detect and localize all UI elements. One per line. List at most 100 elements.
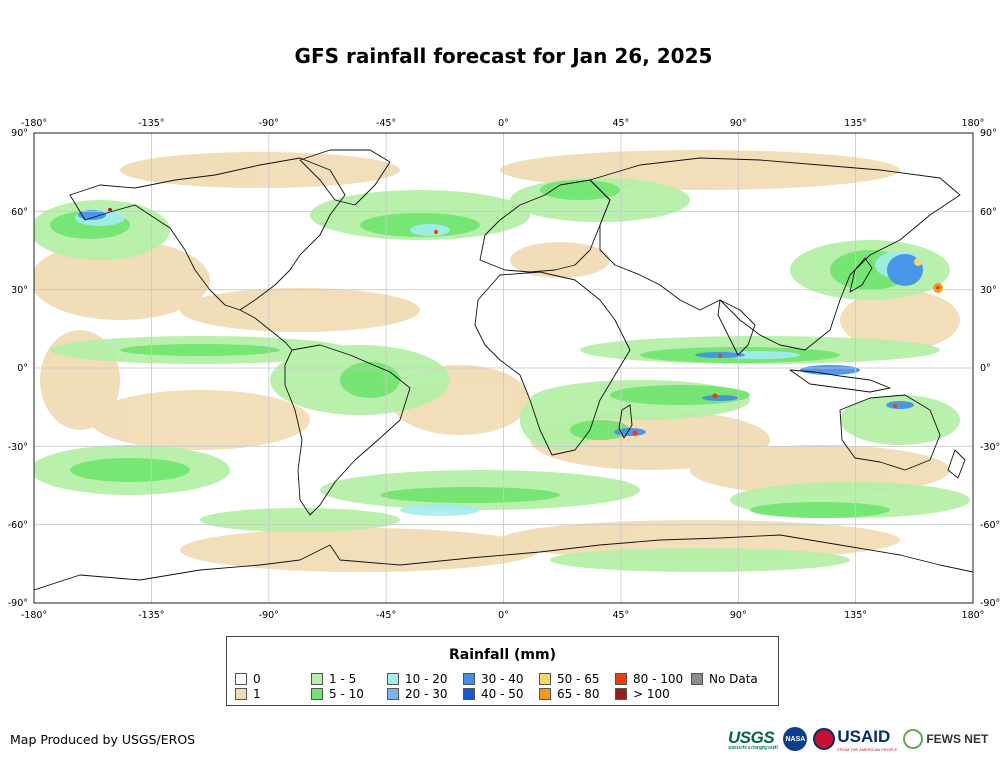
legend-item: No Data	[691, 673, 758, 685]
lon-tick-bottom: -45°	[376, 610, 396, 621]
legend-item: 40 - 50	[463, 688, 524, 700]
bottom-lon-ticks: -180° -135° -90° -45° 0° 45° 90° 135° 18…	[21, 610, 985, 621]
usgs-logo: USGS science for a changing world	[728, 728, 778, 751]
lat-tick-right: 90°	[980, 128, 997, 139]
legend-label: 80 - 100	[633, 672, 684, 686]
lat-tick-left: -30°	[8, 442, 28, 453]
lon-tick-bottom: -135°	[138, 610, 164, 621]
legend-label: 0	[253, 672, 261, 686]
legend-swatch	[387, 673, 399, 685]
legend-label: 50 - 65	[557, 672, 600, 686]
usaid-tagline: FROM THE AMERICAN PEOPLE	[837, 746, 898, 752]
lon-tick-top: 45°	[612, 118, 629, 129]
lon-tick-top: -45°	[376, 118, 396, 129]
legend-label: 10 - 20	[405, 672, 448, 686]
legend-item: 0	[235, 673, 261, 685]
lon-tick-bottom: 135°	[844, 610, 867, 621]
legend-item: > 100	[615, 688, 670, 700]
indonesia-outline	[789, 369, 891, 393]
legend-label: 20 - 30	[405, 687, 448, 701]
fews-globe-icon	[903, 729, 924, 749]
north-america-outline	[69, 157, 346, 311]
fews-net-logo: FEWS NET	[903, 729, 988, 749]
japan-outline	[849, 257, 873, 293]
africa-outline	[474, 271, 631, 456]
lon-tick-top: -180°	[21, 118, 47, 129]
legend-swatch	[615, 673, 627, 685]
lon-tick-top: -135°	[138, 118, 164, 129]
legend-swatch	[539, 673, 551, 685]
rainfall-legend: Rainfall (mm) 0 1 1 - 5 5 - 10 10 - 20 2…	[226, 636, 779, 706]
india-outline	[717, 299, 756, 356]
legend-label: 30 - 40	[481, 672, 524, 686]
usaid-logo-text: USAID	[837, 726, 891, 746]
lat-tick-left: 60°	[11, 207, 28, 218]
legend-label: 1 - 5	[329, 672, 357, 686]
legend-label: No Data	[709, 672, 758, 686]
legend-item: 1	[235, 688, 261, 700]
lat-tick-right: -60°	[980, 520, 1000, 531]
usaid-seal-icon	[813, 728, 836, 750]
legend-item: 20 - 30	[387, 688, 448, 700]
lat-tick-left: 30°	[11, 285, 28, 296]
map-credit: Map Produced by USGS/EROS	[10, 732, 196, 747]
legend-item: 30 - 40	[463, 673, 524, 685]
legend-swatch	[691, 673, 703, 685]
legend-item: 50 - 65	[539, 673, 600, 685]
lon-tick-top: 135°	[844, 118, 867, 129]
legend-swatch	[387, 688, 399, 700]
legend-label: 1	[253, 687, 261, 701]
legend-label: 40 - 50	[481, 687, 524, 701]
lat-tick-left: 0°	[17, 363, 28, 374]
rainfall-map: -180° -135° -90° -45° 0° 45° 90° 135° 18…	[8, 118, 1001, 621]
top-lon-ticks: -180° -135° -90° -45° 0° 45° 90° 135° 18…	[21, 118, 985, 129]
left-lat-ticks: 90° 60° 30° 0° -30° -60° -90°	[8, 128, 28, 609]
partner-logos: USGS science for a changing world NASA U…	[728, 725, 988, 753]
usaid-logo: USAID FROM THE AMERICAN PEOPLE	[813, 727, 897, 752]
map-frame	[33, 132, 974, 604]
legend-swatch	[463, 673, 475, 685]
legend-item: 65 - 80	[539, 688, 600, 700]
lon-tick-top: 0°	[498, 118, 509, 129]
legend-swatch	[539, 688, 551, 700]
lat-tick-left: 90°	[11, 128, 28, 139]
lon-tick-bottom: 0°	[498, 610, 509, 621]
antarctica-outline	[34, 534, 973, 591]
lat-tick-right: 30°	[980, 285, 997, 296]
lon-tick-bottom: -90°	[259, 610, 279, 621]
legend-swatch	[311, 673, 323, 685]
lat-tick-right: 0°	[980, 363, 991, 374]
legend-swatch	[235, 673, 247, 685]
nasa-logo: NASA	[783, 727, 808, 751]
legend-label: 5 - 10	[329, 687, 364, 701]
map-title: GFS rainfall forecast for Jan 26, 2025	[294, 44, 713, 68]
lat-tick-right: -30°	[980, 442, 1000, 453]
lon-tick-top: 180°	[962, 118, 985, 129]
legend-item: 10 - 20	[387, 673, 448, 685]
madagascar-outline	[618, 404, 633, 439]
legend-item: 1 - 5	[311, 673, 356, 685]
legend-swatch	[235, 688, 247, 700]
lon-tick-top: 90°	[730, 118, 747, 129]
lon-tick-bottom: -180°	[21, 610, 47, 621]
lon-tick-bottom: 90°	[730, 610, 747, 621]
rainfall-fields	[34, 150, 970, 572]
country-outlines	[34, 149, 973, 591]
fews-net-logo-text: FEWS NET	[926, 732, 989, 746]
legend-label: 65 - 80	[557, 687, 600, 701]
central-america-outline	[239, 309, 293, 351]
legend-label: > 100	[633, 687, 670, 701]
lon-tick-bottom: 45°	[612, 610, 629, 621]
lat-tick-left: -60°	[8, 520, 28, 531]
legend-item: 5 - 10	[311, 688, 364, 700]
lat-tick-right: -90°	[980, 598, 1000, 609]
australia-outline	[839, 394, 941, 471]
greenland-outline	[299, 149, 391, 206]
graticule	[34, 133, 973, 603]
legend-item: 80 - 100	[615, 673, 683, 685]
usgs-tagline: science for a changing world	[728, 744, 778, 751]
legend-swatch	[615, 688, 627, 700]
new-zealand-outline	[947, 449, 966, 479]
asia-outline	[589, 157, 961, 351]
lon-tick-bottom: 180°	[962, 610, 985, 621]
